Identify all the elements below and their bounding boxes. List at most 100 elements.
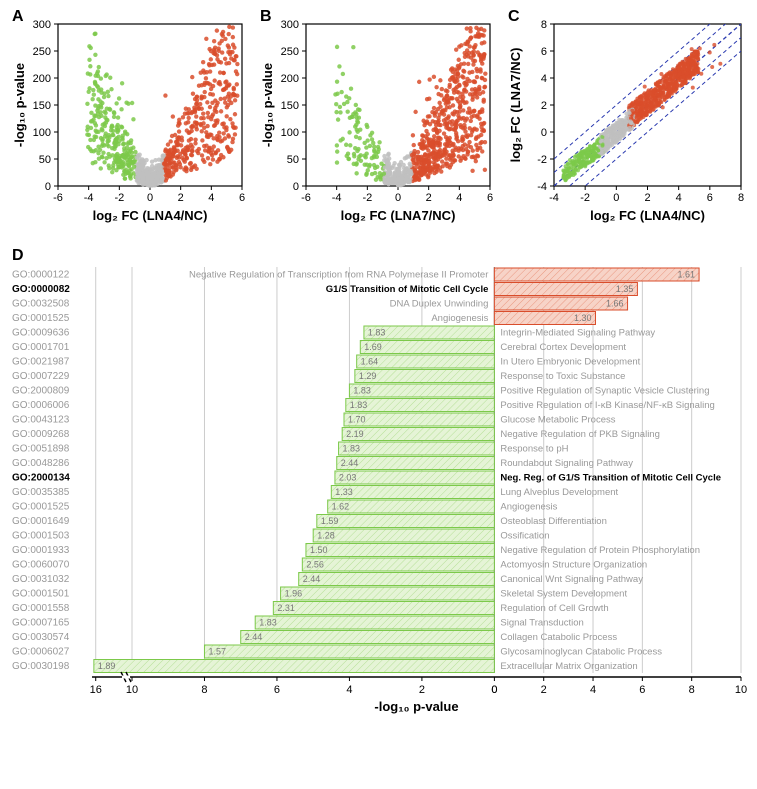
svg-text:log₂ FC (LNA4/NC): log₂ FC (LNA4/NC): [93, 208, 208, 223]
svg-text:2.44: 2.44: [245, 632, 263, 642]
svg-text:4: 4: [541, 73, 547, 85]
svg-text:GO:0030574: GO:0030574: [12, 632, 70, 643]
svg-text:GO:0051898: GO:0051898: [12, 443, 70, 454]
svg-text:Osteoblast Differentiation: Osteoblast Differentiation: [500, 516, 607, 527]
svg-text:6: 6: [274, 684, 280, 696]
svg-text:GO:0009268: GO:0009268: [12, 429, 70, 440]
svg-text:6: 6: [639, 684, 645, 696]
svg-text:150: 150: [281, 100, 299, 112]
svg-text:DNA Duplex Unwinding: DNA Duplex Unwinding: [390, 298, 489, 309]
svg-text:6: 6: [707, 192, 713, 204]
svg-text:Integrin-Mediated Signaling Pa: Integrin-Mediated Signaling Pathway: [500, 327, 655, 338]
svg-text:GO:0001503: GO:0001503: [12, 530, 70, 541]
svg-text:1.59: 1.59: [321, 516, 339, 526]
svg-text:150: 150: [33, 100, 51, 112]
svg-text:2: 2: [644, 192, 650, 204]
svg-text:8: 8: [738, 192, 744, 204]
svg-text:Cerebral Cortex Development: Cerebral Cortex Development: [500, 342, 626, 353]
svg-text:1.64: 1.64: [361, 356, 379, 366]
svg-text:2.44: 2.44: [303, 574, 321, 584]
svg-text:-6: -6: [53, 192, 63, 204]
svg-text:GO:0048286: GO:0048286: [12, 458, 70, 469]
svg-text:Angiogenesis: Angiogenesis: [500, 501, 557, 512]
svg-text:-4: -4: [537, 181, 547, 193]
svg-text:2.19: 2.19: [346, 429, 364, 439]
svg-text:1.28: 1.28: [317, 530, 335, 540]
svg-text:GO:0001701: GO:0001701: [12, 342, 70, 353]
panel-b: B -6-4-20246050100150200250300log₂ FC (L…: [258, 10, 498, 235]
svg-text:Response to Toxic Substance: Response to Toxic Substance: [500, 371, 625, 382]
volcano-a: -6-4-20246050100150200250300log₂ FC (LNA…: [10, 10, 250, 230]
svg-text:1.61: 1.61: [678, 269, 696, 279]
svg-text:Actomyosin Structure Organizat: Actomyosin Structure Organization: [500, 559, 647, 570]
svg-text:GO:0021987: GO:0021987: [12, 356, 70, 367]
panel-c-label: C: [508, 8, 520, 26]
svg-text:4: 4: [346, 684, 352, 696]
svg-text:GO:0001933: GO:0001933: [12, 545, 70, 556]
svg-text:2.03: 2.03: [339, 472, 357, 482]
svg-text:Positive Regulation of I-κB Ki: Positive Regulation of I-κB Kinase/NF-κB…: [500, 400, 714, 411]
svg-text:0: 0: [395, 192, 401, 204]
svg-text:-2: -2: [114, 192, 124, 204]
svg-text:100: 100: [33, 127, 51, 139]
svg-text:8: 8: [201, 684, 207, 696]
svg-text:2: 2: [541, 100, 547, 112]
svg-text:1.29: 1.29: [359, 371, 377, 381]
svg-text:Glucose Metabolic Process: Glucose Metabolic Process: [500, 414, 615, 425]
svg-text:2.31: 2.31: [277, 603, 295, 613]
svg-text:1.83: 1.83: [259, 617, 277, 627]
svg-text:Skeletal System Development: Skeletal System Development: [500, 588, 627, 599]
svg-text:In Utero Embryonic Development: In Utero Embryonic Development: [500, 356, 640, 367]
svg-text:-4: -4: [332, 192, 342, 204]
svg-text:GO:0000082: GO:0000082: [12, 284, 70, 295]
svg-text:-4: -4: [84, 192, 94, 204]
svg-text:Angiogenesis: Angiogenesis: [431, 313, 488, 324]
svg-text:1.96: 1.96: [285, 588, 303, 598]
svg-text:1.35: 1.35: [616, 284, 634, 294]
svg-text:-2: -2: [580, 192, 590, 204]
svg-text:-log₁₀ p-value: -log₁₀ p-value: [374, 699, 458, 714]
svg-text:1.69: 1.69: [364, 342, 382, 352]
svg-text:1.33: 1.33: [335, 487, 353, 497]
svg-text:6: 6: [487, 192, 493, 204]
svg-text:1.66: 1.66: [606, 298, 624, 308]
svg-text:1.57: 1.57: [208, 646, 226, 656]
svg-text:1.89: 1.89: [98, 661, 116, 671]
svg-text:GO:0001525: GO:0001525: [12, 313, 70, 324]
svg-text:Negative Regulation of PKB Sig: Negative Regulation of PKB Signaling: [500, 429, 660, 440]
svg-text:GO:0001558: GO:0001558: [12, 603, 70, 614]
svg-text:50: 50: [287, 154, 299, 166]
svg-text:50: 50: [39, 154, 51, 166]
svg-text:-6: -6: [301, 192, 311, 204]
svg-text:200: 200: [33, 73, 51, 85]
svg-text:300: 300: [33, 19, 51, 31]
svg-text:Collagen Catabolic Process: Collagen Catabolic Process: [500, 632, 617, 643]
volcano-b: -6-4-20246050100150200250300log₂ FC (LNA…: [258, 10, 498, 230]
svg-text:log₂ FC (LNA7/NC): log₂ FC (LNA7/NC): [508, 48, 523, 163]
svg-text:log₂ FC (LNA7/NC): log₂ FC (LNA7/NC): [341, 208, 456, 223]
svg-text:2: 2: [541, 684, 547, 696]
svg-text:2: 2: [426, 192, 432, 204]
svg-text:10: 10: [735, 684, 747, 696]
svg-text:GO:0035385: GO:0035385: [12, 487, 70, 498]
svg-text:GO:0000122: GO:0000122: [12, 269, 70, 280]
svg-text:Canonical Wnt Signaling Pathwa: Canonical Wnt Signaling Pathway: [500, 574, 643, 585]
svg-text:2.56: 2.56: [306, 559, 324, 569]
svg-text:1.50: 1.50: [310, 545, 328, 555]
panel-b-label: B: [260, 8, 272, 26]
panel-d-label: D: [12, 247, 24, 265]
svg-text:0: 0: [45, 181, 51, 193]
svg-text:1.83: 1.83: [343, 443, 361, 453]
svg-text:1.30: 1.30: [574, 313, 592, 323]
svg-text:GO:0007165: GO:0007165: [12, 617, 70, 628]
svg-text:GO:0031032: GO:0031032: [12, 574, 70, 585]
svg-text:4: 4: [676, 192, 682, 204]
top-row: A -6-4-20246050100150200250300log₂ FC (L…: [10, 10, 747, 235]
svg-text:1.83: 1.83: [353, 385, 371, 395]
svg-text:GO:0001649: GO:0001649: [12, 516, 70, 527]
svg-text:10: 10: [126, 684, 138, 696]
svg-text:100: 100: [281, 127, 299, 139]
svg-text:Response to pH: Response to pH: [500, 443, 568, 454]
svg-text:0: 0: [147, 192, 153, 204]
svg-text:16: 16: [90, 684, 102, 696]
